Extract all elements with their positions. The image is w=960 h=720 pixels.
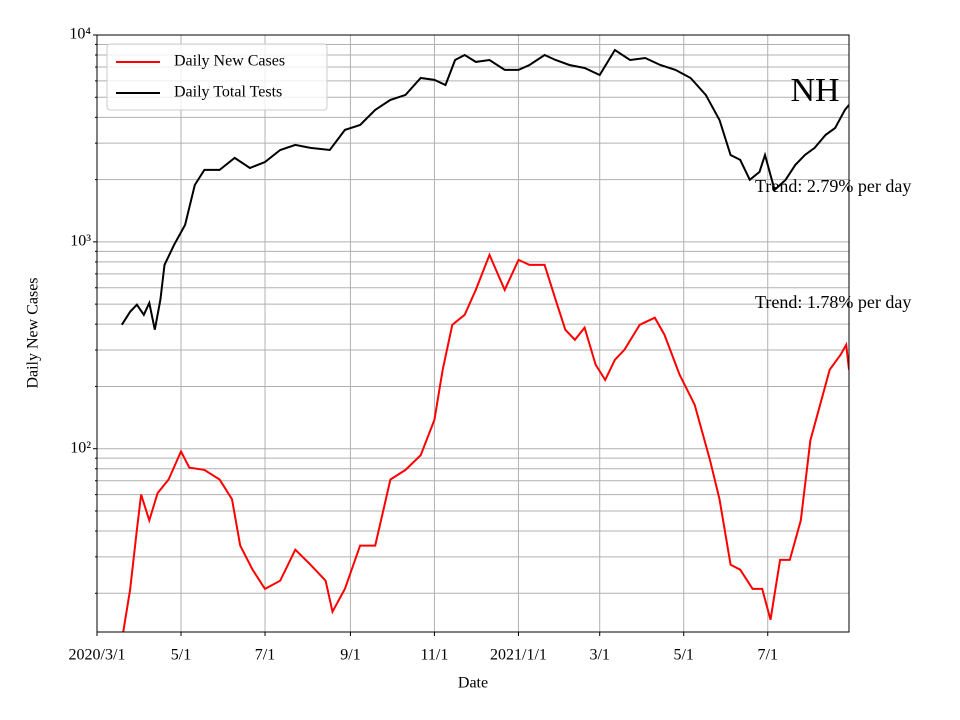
annotation: NH bbox=[790, 72, 839, 109]
annotation: Trend: 1.78% per day bbox=[755, 292, 911, 312]
legend-label: Daily New Cases bbox=[174, 53, 285, 70]
x-tick-label: 5/1 bbox=[171, 647, 191, 664]
x-tick-label: 9/1 bbox=[340, 647, 360, 664]
x-tick-label: 11/1 bbox=[421, 647, 449, 664]
x-tick-label: 7/1 bbox=[255, 647, 275, 664]
legend-label: Daily Total Tests bbox=[174, 84, 282, 101]
x-axis-label: Date bbox=[458, 675, 488, 692]
y-tick-label: 10⁴ bbox=[69, 26, 91, 43]
legend-box bbox=[106, 43, 328, 111]
x-tick-label: 2020/3/1 bbox=[69, 647, 126, 664]
x-tick-label: 5/1 bbox=[673, 647, 693, 664]
line-series bbox=[120, 48, 849, 330]
y-tick-label: 10² bbox=[70, 439, 91, 456]
x-tick-label: 3/1 bbox=[589, 647, 609, 664]
x-tick-label: 2021/1/1 bbox=[490, 647, 547, 664]
annotation: Trend: 2.79% per day bbox=[755, 176, 911, 196]
y-tick-label: 10³ bbox=[70, 233, 91, 250]
line-series bbox=[122, 252, 849, 632]
y-axis-label: Daily New Cases bbox=[25, 277, 42, 388]
x-tick-label: 7/1 bbox=[758, 647, 778, 664]
plot-frame bbox=[96, 34, 850, 633]
